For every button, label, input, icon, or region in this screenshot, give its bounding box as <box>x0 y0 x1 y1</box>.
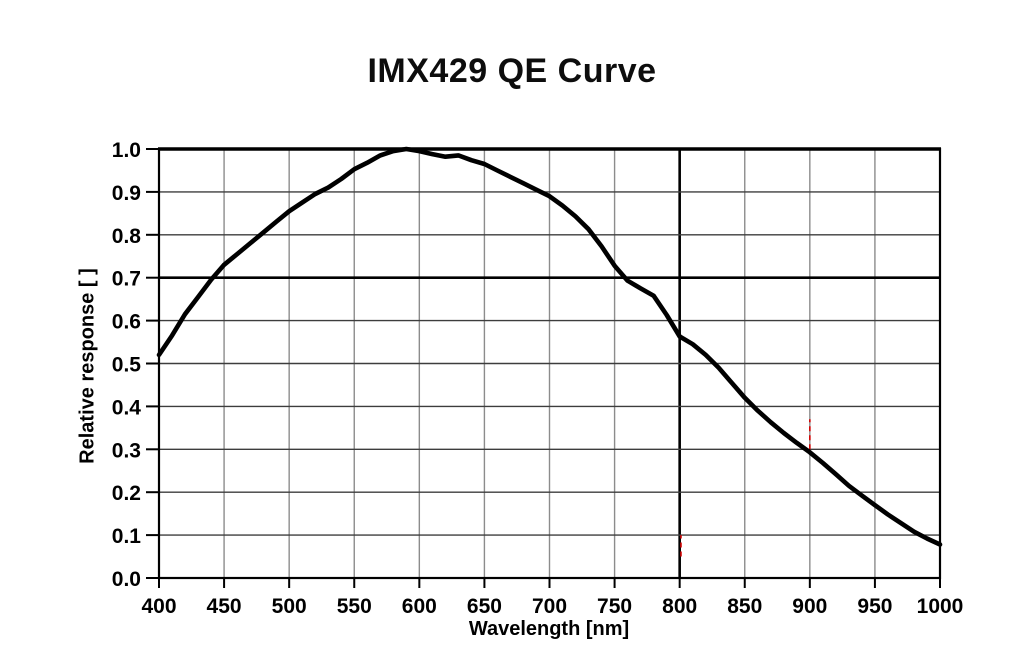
x-tick-label: 950 <box>857 595 892 618</box>
x-tick-label: 550 <box>337 595 372 618</box>
y-tick-label: 0.7 <box>112 268 141 291</box>
y-tick-label: 0.1 <box>112 525 142 548</box>
x-tick-label: 400 <box>141 595 176 618</box>
y-tick-label: 0.4 <box>112 396 142 419</box>
x-tick-label: 750 <box>597 595 632 618</box>
x-tick-label: 900 <box>792 595 827 618</box>
chart-title: IMX429 QE Curve <box>367 52 657 90</box>
y-tick-label: 0.0 <box>112 568 141 591</box>
x-axis-title: Wavelength [nm] <box>468 618 630 640</box>
x-tick-label: 700 <box>532 595 567 618</box>
x-tick-label: 850 <box>727 595 762 618</box>
x-tick-label: 1000 <box>917 595 964 618</box>
x-tick-label: 500 <box>272 595 307 618</box>
x-tick-label: 450 <box>207 595 242 618</box>
y-tick-label: 0.5 <box>112 354 142 377</box>
y-tick-label: 0.8 <box>112 225 142 248</box>
y-axis-title: Relative response [ ] <box>76 268 99 464</box>
y-tick-label: 1.0 <box>112 139 141 162</box>
y-tick-label: 0.9 <box>112 182 141 205</box>
x-tick-label: 650 <box>467 595 502 618</box>
y-tick-label: 0.3 <box>112 439 141 462</box>
y-tick-label: 0.6 <box>112 311 141 334</box>
qe-curve <box>156 146 943 547</box>
y-tick-label: 0.2 <box>112 482 141 505</box>
x-tick-label: 800 <box>662 595 697 618</box>
x-tick-label: 600 <box>402 595 437 618</box>
